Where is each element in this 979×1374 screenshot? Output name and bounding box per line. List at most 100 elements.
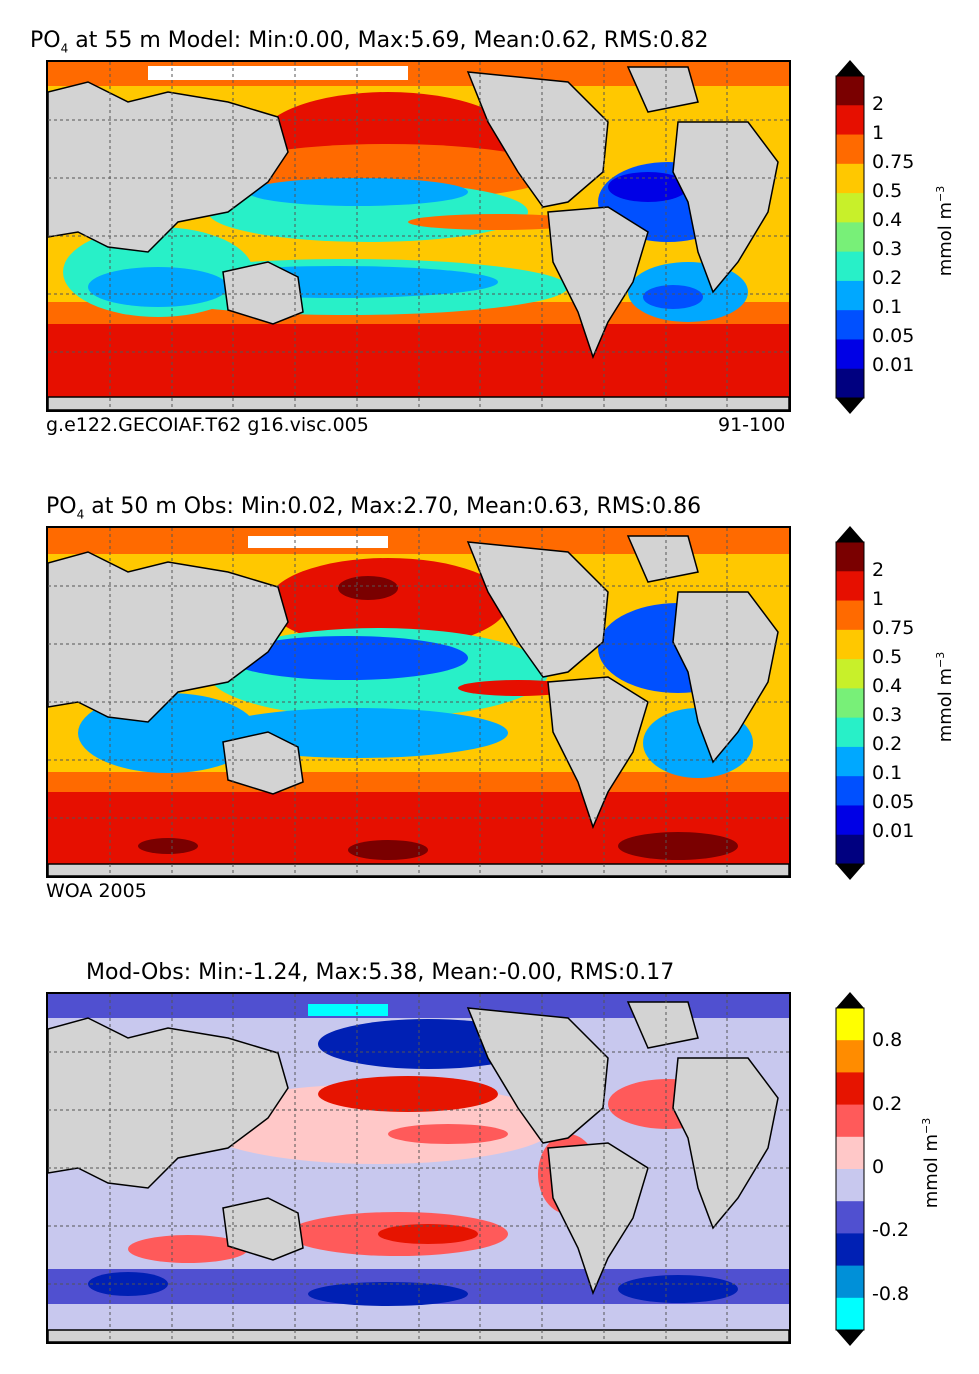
colorbar-segment bbox=[836, 105, 864, 136]
panel3-south-darkblue-3 bbox=[618, 1275, 738, 1303]
panel1-eurasia bbox=[48, 81, 289, 253]
panel2-eurasia bbox=[48, 551, 289, 723]
panel1-north-america bbox=[466, 71, 609, 208]
colorbar-segment bbox=[836, 542, 864, 572]
colorbar-segment bbox=[836, 134, 864, 165]
panel2-map-svg bbox=[48, 528, 789, 876]
panel2-npac-darkred bbox=[338, 576, 398, 600]
colorbar-segment bbox=[836, 163, 864, 194]
panel3-tick: -0.8 bbox=[872, 1283, 910, 1305]
panel2-colorbar-unit-sup: −3 bbox=[934, 651, 947, 668]
panel2-australia bbox=[222, 731, 304, 795]
panel2-tick: 2 bbox=[872, 559, 885, 581]
panel1-south-america bbox=[547, 206, 649, 360]
panel2-colorbar bbox=[835, 526, 865, 880]
panel1-natl-deep bbox=[608, 172, 688, 202]
colorbar-segment bbox=[836, 222, 864, 253]
colorbar-segment bbox=[836, 571, 864, 602]
colorbar-segment bbox=[836, 805, 864, 836]
panel3-colorbar-label: mmol m−3 bbox=[920, 1108, 942, 1218]
panel2-tick: 0.1 bbox=[872, 762, 903, 784]
colorbar-segment bbox=[836, 1008, 864, 1041]
panel3-title: Mod-Obs: Min:-1.24, Max:5.38, Mean:-0.00… bbox=[86, 960, 674, 985]
colorbar-extend-bottom bbox=[836, 1330, 864, 1346]
panel1-map bbox=[46, 60, 791, 412]
colorbar-segment bbox=[836, 1072, 864, 1106]
panel1-title-rest: at 55 m Model: Min:0.00, Max:5.69, Mean:… bbox=[68, 28, 709, 53]
panel1-arctic-ice bbox=[148, 66, 408, 80]
panel3-tick: 0.2 bbox=[872, 1093, 903, 1115]
colorbar-segment bbox=[836, 193, 864, 223]
colorbar-segment bbox=[836, 339, 864, 370]
panel1-map-svg bbox=[48, 62, 789, 410]
panel2-tick: 0.3 bbox=[872, 704, 903, 726]
panel1-tick: 0.75 bbox=[872, 151, 915, 173]
panel2-greenland bbox=[626, 535, 699, 583]
panel1-title-sub: 4 bbox=[60, 41, 69, 56]
panel1-land bbox=[48, 66, 789, 410]
colorbar-segment bbox=[836, 659, 864, 689]
panel3-map-svg bbox=[48, 994, 789, 1342]
colorbar-segment bbox=[836, 1297, 864, 1331]
panel1-caption-right: 91-100 bbox=[718, 414, 786, 436]
panel2-colorbar-unit: mmol m bbox=[935, 667, 956, 743]
panel3-tick: 0.8 bbox=[872, 1029, 903, 1051]
panel2-tick: 0.2 bbox=[872, 733, 903, 755]
panel2-africa bbox=[672, 591, 779, 764]
panel2-south-darkred-2 bbox=[348, 840, 428, 860]
panel1-indian-blue bbox=[88, 267, 228, 307]
panel3-npac-red bbox=[318, 1076, 498, 1112]
panel1-colorbar-unit: mmol m bbox=[935, 201, 956, 277]
panel1-tick: 0.01 bbox=[872, 354, 915, 376]
panel3-eq-red bbox=[388, 1124, 508, 1144]
panel2-npac-red bbox=[268, 558, 508, 648]
panel3-colorbar-unit-sup: −3 bbox=[920, 1117, 933, 1134]
colorbar-segment bbox=[836, 1201, 864, 1234]
colorbar-segment bbox=[836, 600, 864, 631]
colorbar-segment bbox=[836, 1136, 864, 1170]
colorbar-extend-top bbox=[836, 526, 864, 542]
colorbar-segment bbox=[836, 746, 864, 777]
panel1-tick: 0.2 bbox=[872, 267, 903, 289]
panel2-map bbox=[46, 526, 791, 878]
panel2-tick: 1 bbox=[872, 588, 885, 610]
panel2-south-darkred-1 bbox=[138, 838, 198, 854]
colorbar-segment bbox=[836, 310, 864, 340]
panel3-tick: 0 bbox=[872, 1156, 885, 1178]
panel2-title-sub: 4 bbox=[76, 507, 85, 522]
panel2-south-america bbox=[547, 676, 649, 830]
colorbar-segment bbox=[836, 776, 864, 806]
colorbar-segment bbox=[836, 280, 864, 311]
panel3-sind-red bbox=[128, 1235, 248, 1263]
colorbar-extend-bottom bbox=[836, 398, 864, 414]
colorbar-segment bbox=[836, 688, 864, 719]
colorbar-segment bbox=[836, 717, 864, 748]
panel3-colorbar-unit: mmol m bbox=[921, 1133, 942, 1209]
colorbar-border bbox=[835, 1007, 865, 1331]
panel2-tick: 0.75 bbox=[872, 617, 915, 639]
colorbar-segment bbox=[836, 1265, 864, 1299]
panel2-north-america bbox=[466, 541, 609, 678]
panel1-tick: 0.05 bbox=[872, 325, 915, 347]
panel1-tick: 0.1 bbox=[872, 296, 903, 318]
panel3-map bbox=[46, 992, 791, 1344]
panel3-australia bbox=[222, 1197, 304, 1261]
colorbar-segment bbox=[836, 76, 864, 106]
panel3-greenland bbox=[626, 1001, 699, 1049]
panel3-colorbar-segments bbox=[835, 992, 865, 1346]
panel1-satl-deep bbox=[643, 285, 703, 309]
colorbar-extend-top bbox=[836, 60, 864, 76]
panel1-title: PO4 at 55 m Model: Min:0.00, Max:5.69, M… bbox=[30, 28, 708, 55]
panel1-colorbar-unit-sup: −3 bbox=[934, 185, 947, 202]
colorbar-border bbox=[835, 541, 865, 865]
panel3-title-rest: Mod-Obs: Min:-1.24, Max:5.38, Mean:-0.00… bbox=[86, 960, 675, 985]
colorbar-segment bbox=[836, 368, 864, 399]
panel1-grid bbox=[48, 62, 789, 410]
panel1-tick: 0.3 bbox=[872, 238, 903, 260]
panel2-grid bbox=[48, 528, 789, 876]
panel3-arctic-cyan bbox=[308, 1004, 388, 1016]
panel2-title: PO4 at 50 m Obs: Min:0.02, Max:2.70, Mea… bbox=[46, 494, 701, 521]
panel2-title-rest: at 50 m Obs: Min:0.02, Max:2.70, Mean:0.… bbox=[84, 494, 702, 519]
colorbar-segment bbox=[836, 1104, 864, 1138]
panel3-colorbar bbox=[835, 992, 865, 1346]
